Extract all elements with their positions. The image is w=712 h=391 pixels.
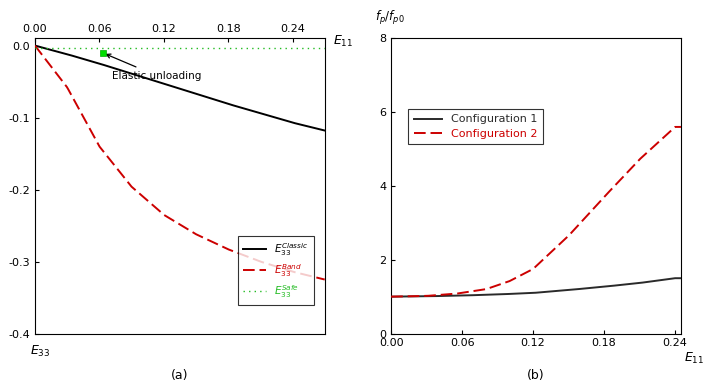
Legend: $E_{33}^{Classic}$, $E_{33}^{Band}$, $E_{33}^{Safe}$: $E_{33}^{Classic}$, $E_{33}^{Band}$, $E_… [238,235,314,305]
Text: $E_{11}$: $E_{11}$ [333,34,354,49]
Text: $E_{11}$: $E_{11}$ [684,351,704,366]
Legend: Configuration 1, Configuration 2: Configuration 1, Configuration 2 [408,109,543,144]
Text: Elastic unloading: Elastic unloading [106,54,201,81]
Text: (a): (a) [171,369,189,382]
Text: (b): (b) [528,369,545,382]
Text: $E_{33}$: $E_{33}$ [30,344,50,359]
Text: $f_p/f_{p0}$: $f_p/f_{p0}$ [375,9,405,27]
